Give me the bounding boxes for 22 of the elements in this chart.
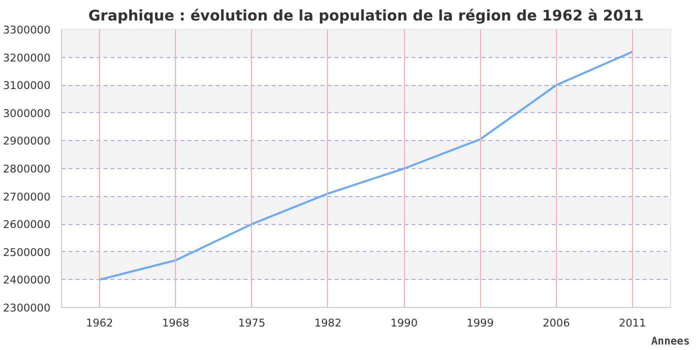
y-tick-label: 2500000 — [3, 246, 51, 259]
y-tick-label: 3000000 — [3, 106, 51, 120]
y-tick-label: 3100000 — [3, 79, 51, 92]
x-axis-title: Annees — [651, 334, 690, 348]
y-tick-label: 2700000 — [3, 190, 51, 204]
x-tick-label: 1962 — [86, 316, 114, 330]
y-tick-label: 2900000 — [3, 134, 51, 148]
chart-title: Graphique : évolution de la population de la région de 1962 à 2011 — [88, 8, 644, 24]
x-tick-label: 2011 — [618, 316, 646, 330]
y-tick-label: 3300000 — [3, 24, 51, 36]
x-tick-label: 1975 — [238, 316, 266, 330]
x-tick-label: 2006 — [542, 316, 570, 330]
y-tick-label: 2300000 — [3, 302, 51, 314]
x-tick-label: 1990 — [390, 316, 418, 330]
y-tick-label: 2600000 — [3, 218, 51, 232]
x-tick-label: 1999 — [466, 316, 494, 330]
y-tick-label: 3200000 — [3, 51, 51, 64]
y-tick-label: 2800000 — [3, 162, 51, 176]
y-tick-label: 2400000 — [3, 274, 51, 287]
x-tick-label: 1982 — [314, 316, 342, 330]
line-series — [98, 50, 634, 281]
x-tick-label: 1968 — [162, 316, 190, 330]
